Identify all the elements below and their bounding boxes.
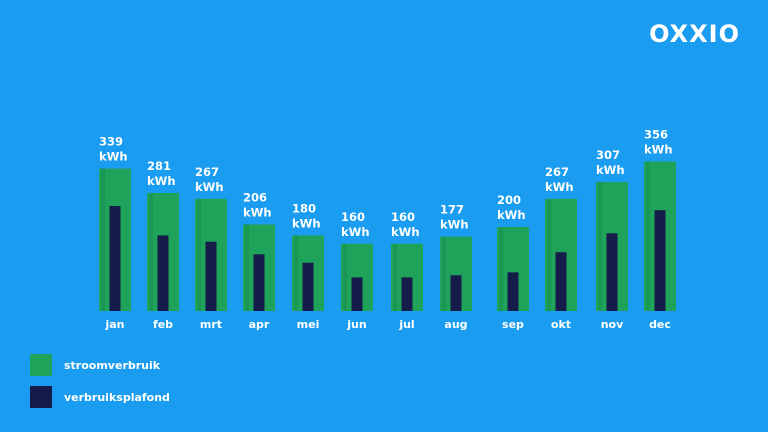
value-label-mrt: 267 [195, 165, 219, 179]
legend-swatch-verbruiksplafond [30, 386, 52, 408]
bar-verbruiksplafond-mei [302, 262, 314, 311]
value-label-jan: 339 [99, 135, 123, 149]
bar-verbruiksplafond-sep [507, 272, 519, 311]
value-label-dec: 356 [644, 127, 668, 141]
bar-shade-feb [149, 192, 153, 311]
value-unit-dec: kWh [644, 142, 673, 156]
x-tick-aug: aug [444, 318, 467, 331]
x-tick-okt: okt [551, 318, 571, 331]
x-tick-feb: feb [153, 318, 173, 331]
legend-label-verbruiksplafond: verbruiksplafond [64, 390, 170, 404]
x-tick-sep: sep [502, 318, 524, 331]
bar-shade-jan [101, 168, 105, 311]
value-unit-apr: kWh [243, 205, 272, 219]
legend-item-verbruiksplafond: verbruiksplafond [30, 386, 170, 408]
bar-verbruiksplafond-jul [401, 277, 413, 311]
value-unit-feb: kWh [147, 174, 176, 188]
value-label-feb: 281 [147, 159, 171, 173]
bar-verbruiksplafond-jun [351, 277, 363, 311]
x-tick-jun: jun [346, 318, 366, 331]
value-unit-mei: kWh [292, 216, 321, 230]
bar-verbruiksplafond-feb [157, 235, 169, 311]
value-label-aug: 177 [440, 203, 464, 217]
bar-shade-dec [646, 161, 650, 311]
value-label-sep: 200 [497, 193, 521, 207]
bar-verbruiksplafond-dec [654, 210, 666, 311]
bar-verbruiksplafond-nov [606, 233, 618, 311]
bar-shade-aug [442, 236, 446, 311]
bar-shade-sep [499, 227, 503, 311]
bar-shade-jun [343, 243, 347, 311]
x-tick-mei: mei [297, 318, 320, 331]
x-tick-apr: apr [249, 318, 270, 331]
value-label-apr: 206 [243, 190, 267, 204]
value-label-okt: 267 [545, 165, 569, 179]
bar-verbruiksplafond-aug [450, 275, 462, 311]
bar-verbruiksplafond-okt [555, 252, 567, 311]
bar-shade-jul [393, 243, 397, 311]
value-unit-sep: kWh [497, 208, 526, 222]
value-label-jul: 160 [391, 210, 415, 224]
bar-shade-mei [294, 235, 298, 311]
value-label-nov: 307 [596, 148, 620, 162]
bar-shade-nov [598, 182, 602, 311]
x-tick-nov: nov [601, 318, 624, 331]
value-unit-jan: kWh [99, 150, 128, 164]
value-unit-nov: kWh [596, 163, 625, 177]
value-unit-jun: kWh [341, 225, 370, 239]
bar-verbruiksplafond-mrt [205, 241, 217, 311]
value-label-mei: 180 [292, 201, 316, 215]
value-unit-aug: kWh [440, 218, 469, 232]
bar-verbruiksplafond-jan [109, 206, 121, 311]
x-tick-mrt: mrt [200, 318, 222, 331]
value-unit-mrt: kWh [195, 180, 224, 194]
legend-label-stroomverbruik: stroomverbruik [64, 358, 161, 372]
bar-shade-mrt [197, 198, 201, 311]
x-tick-dec: dec [649, 318, 671, 331]
oxxio-logo: OXXIO [649, 20, 740, 48]
legend-item-stroomverbruik: stroomverbruik [30, 354, 160, 376]
value-unit-jul: kWh [391, 225, 420, 239]
bar-shade-okt [547, 198, 551, 311]
x-tick-jul: jul [398, 318, 414, 331]
bar-verbruiksplafond-apr [253, 254, 265, 311]
value-label-jun: 160 [341, 210, 365, 224]
bar-shade-apr [245, 224, 249, 311]
value-unit-okt: kWh [545, 180, 574, 194]
x-tick-jan: jan [104, 318, 124, 331]
legend-swatch-stroomverbruik [30, 354, 52, 376]
